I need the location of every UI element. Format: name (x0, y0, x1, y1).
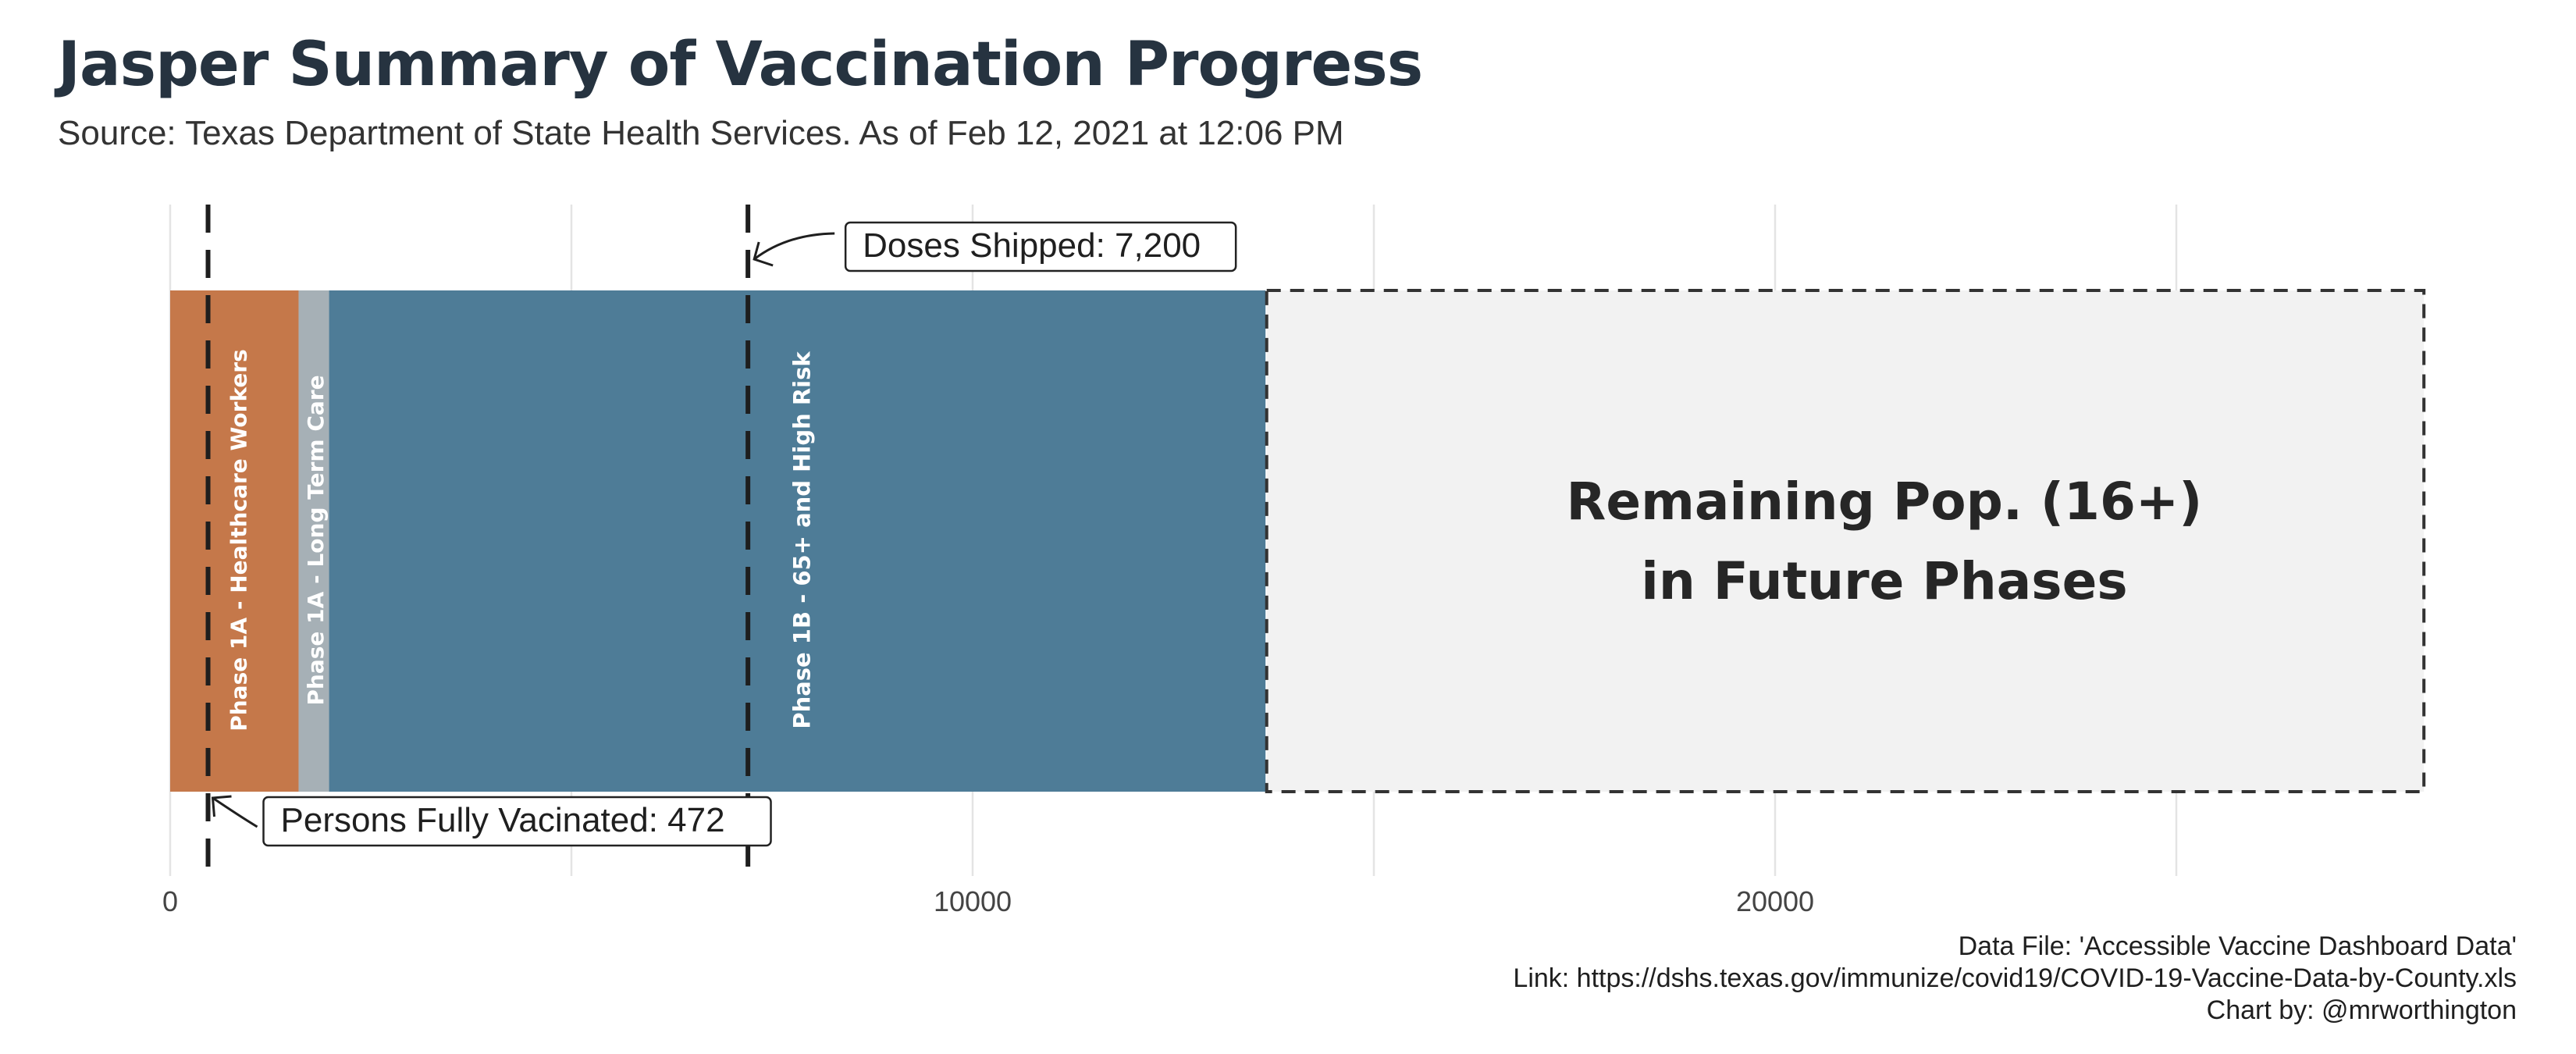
chart-subtitle: Source: Texas Department of State Health… (58, 114, 1344, 152)
remaining-population-bar (1265, 289, 2426, 793)
x-tick-label: 20000 (1736, 885, 1814, 917)
annotation-arrow (753, 232, 835, 261)
annotation-label: Doses Shipped: 7,200 (863, 226, 1201, 265)
annotation-box (844, 221, 1237, 272)
x-tick-label: 10000 (934, 885, 1012, 917)
remaining-label-line2: in Future Phases (1641, 551, 2127, 611)
x-tick-label: 0 (162, 885, 178, 917)
arrow-head (211, 795, 232, 817)
phase-bar-segment (170, 290, 299, 792)
phase-bar-segment (298, 290, 329, 792)
caption-link: Link: https://dshs.texas.gov/immunize/co… (1513, 963, 2517, 993)
annotation-arrow (212, 796, 258, 828)
segment-label: Phase 1B - 65+ and High Risk (789, 351, 816, 729)
segment-label: Phase 1A - Healthcare Workers (226, 349, 252, 732)
phase-bar-segment (329, 290, 1266, 792)
annotation-box (262, 796, 772, 847)
caption-author: Chart by: @mrworthington (2206, 995, 2517, 1025)
remaining-label-line1: Remaining Pop. (16+) (1567, 472, 2203, 532)
chart-title: Jasper Summary of Vaccination Progress (58, 30, 1423, 100)
caption-data-file: Data File: 'Accessible Vaccine Dashboard… (1958, 931, 2517, 961)
annotation-label: Persons Fully Vacinated: 472 (281, 801, 725, 839)
chart-caption: Data File: 'Accessible Vaccine Dashboard… (1513, 931, 2517, 1027)
segment-label: Phase 1A - Long Term Care (303, 375, 329, 705)
arrow-head (753, 241, 774, 267)
